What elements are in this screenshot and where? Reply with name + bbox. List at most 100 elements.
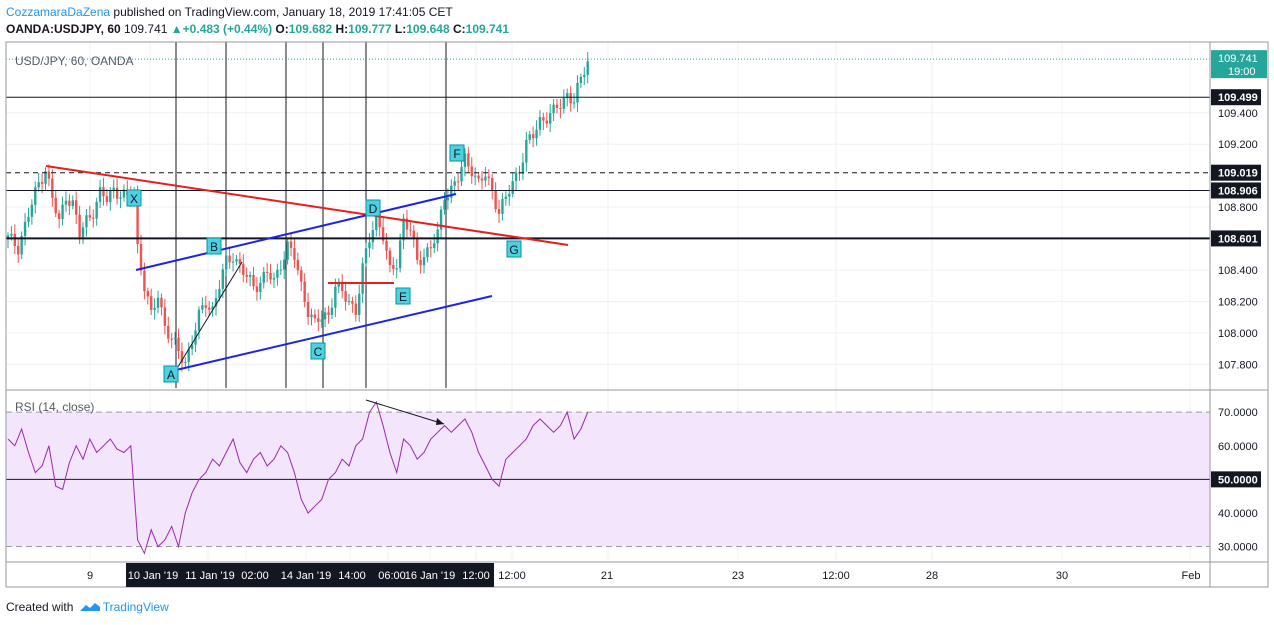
candle-body <box>214 297 218 307</box>
drawing-overlay: A B C D E F G X <box>6 58 1210 383</box>
candle-body <box>330 307 334 315</box>
candle-body <box>269 272 272 280</box>
divergence-arrowhead <box>436 418 444 425</box>
candle-body <box>262 271 265 283</box>
open-value: 109.682 <box>288 22 333 36</box>
candle-body <box>85 215 88 228</box>
candle-body <box>283 259 286 270</box>
candle-body <box>109 190 112 203</box>
price-tick-label: 108.400 <box>1218 265 1258 277</box>
pattern-label-box-d <box>365 199 381 217</box>
candle-body <box>92 217 95 219</box>
candle-body <box>64 200 68 205</box>
candle-body <box>296 259 300 271</box>
pattern-label-x: X <box>130 192 138 206</box>
candle-body <box>146 291 150 297</box>
time-tick-label: 11 Jan '19 <box>185 570 235 582</box>
candle-body <box>98 187 102 202</box>
candle-body <box>385 240 388 251</box>
candle-body <box>504 196 508 199</box>
time-tick-label: 02:00 <box>241 570 269 582</box>
candle-body <box>122 189 126 198</box>
candle-body <box>150 296 153 310</box>
candle-body <box>136 192 139 245</box>
blue-lower-channel <box>175 295 493 371</box>
time-tick-label: 14:00 <box>338 570 366 582</box>
candle-body <box>480 178 484 181</box>
candle-body <box>320 319 323 322</box>
open-label: O: <box>275 22 289 36</box>
pattern-label-box-g <box>506 240 522 258</box>
candle-body <box>303 281 306 302</box>
candle-body <box>259 282 262 292</box>
pattern-label-g: G <box>509 243 518 257</box>
candle-body <box>252 274 255 287</box>
candle-body <box>545 120 548 124</box>
candle-body <box>228 255 231 263</box>
level-badge <box>1211 89 1261 106</box>
candle-body <box>398 240 402 269</box>
candle-body <box>443 200 446 210</box>
author-link[interactable]: CozzamaraDaZena <box>6 5 111 19</box>
candle-body <box>433 243 436 248</box>
candle-body <box>17 245 20 255</box>
candle-body <box>337 281 340 287</box>
candle-body <box>30 204 34 217</box>
rsi-tick-label: 70.0000 <box>1218 407 1258 419</box>
candle-body <box>576 82 579 103</box>
tradingview-link[interactable]: TradingView <box>102 600 169 614</box>
chart-frame <box>5 41 1269 588</box>
rsi-50-badge <box>1211 471 1261 488</box>
publish-header: CozzamaraDaZena published on TradingView… <box>6 5 453 19</box>
candle-body <box>497 209 501 214</box>
candle-body <box>535 129 538 139</box>
footer: Created with TradingView <box>6 600 169 614</box>
candle-body <box>245 274 248 277</box>
candle-body <box>173 337 177 340</box>
axis-layer: USD/JPY, 60, OANDA RSI (14, close) 107.800… <box>5 41 1269 588</box>
pattern-label-c: C <box>314 345 323 359</box>
candle-body <box>412 230 415 239</box>
price-tick-label: 109.400 <box>1218 108 1258 120</box>
candle-body <box>105 196 109 203</box>
candle-body <box>184 361 187 363</box>
candle-body <box>381 227 385 241</box>
blue-upper-channel <box>135 193 457 271</box>
level-badge-label: 109.019 <box>1218 168 1258 180</box>
time-tick-label: 9 <box>87 570 93 582</box>
level-badge <box>1211 164 1261 181</box>
candle-body <box>361 263 364 294</box>
rsi-tick-label: 30.0000 <box>1218 542 1258 554</box>
candle-body <box>511 181 514 194</box>
candle-body <box>20 236 23 255</box>
candle-body <box>27 216 30 222</box>
candle-body <box>562 97 566 109</box>
candle-body <box>207 307 211 310</box>
candle-body <box>10 233 13 236</box>
candle-body <box>422 257 426 266</box>
candle-body <box>23 221 27 237</box>
last-price-badge <box>1211 50 1267 79</box>
candle-body <box>548 113 552 124</box>
main-pane-legend: USD/JPY, 60, OANDA <box>15 54 134 68</box>
candle-layer <box>6 51 589 372</box>
high-value: 109.777 <box>348 22 392 36</box>
candle-body <box>95 201 98 219</box>
candle-body <box>272 277 276 280</box>
candle-body <box>463 153 467 167</box>
time-axis-highlight <box>126 563 494 587</box>
low-value: 109.648 <box>406 22 450 36</box>
red-trendline <box>45 165 569 246</box>
candle-body <box>579 76 583 83</box>
candle-body <box>555 104 559 108</box>
candle-body <box>456 181 460 183</box>
candle-body <box>453 181 456 186</box>
candle-body <box>180 351 184 363</box>
candle-body <box>572 102 576 104</box>
candle-body <box>566 93 569 98</box>
time-tick-label: 30 <box>1056 570 1068 582</box>
time-tick-label: 12:00 <box>822 570 850 582</box>
close-label: C: <box>452 22 466 36</box>
candle-body <box>467 153 470 167</box>
candle-body <box>552 104 555 114</box>
